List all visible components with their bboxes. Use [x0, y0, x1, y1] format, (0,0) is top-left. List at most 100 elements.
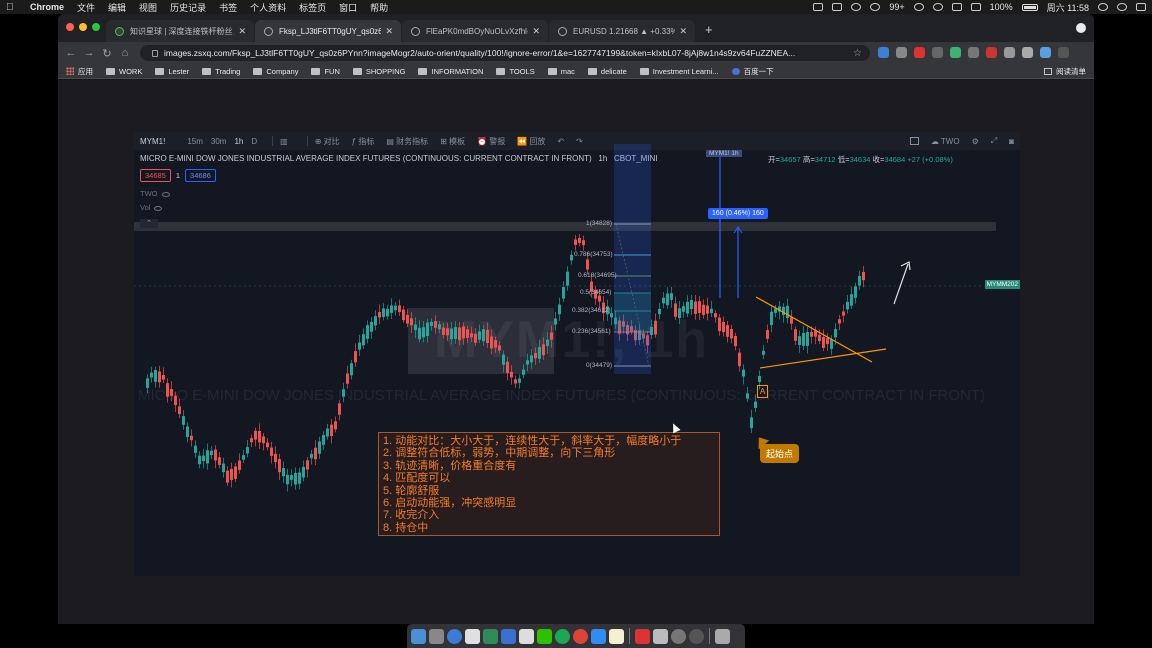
bookmark-folder-investment[interactable]: Investment Learni...: [639, 67, 719, 76]
menu-edit[interactable]: 编辑: [108, 2, 127, 13]
templates-button[interactable]: ⊞ 模板: [440, 136, 466, 146]
siri-icon[interactable]: [1117, 3, 1127, 11]
indicator-vol[interactable]: Vol: [140, 203, 163, 212]
wifi-icon[interactable]: [932, 3, 943, 11]
symbol-search[interactable]: MYM1!: [140, 136, 166, 146]
messages-icon[interactable]: [555, 628, 570, 644]
keynote-icon[interactable]: [501, 628, 516, 644]
extension-icon[interactable]: [932, 47, 943, 58]
menu-profile[interactable]: 个人资料: [250, 2, 287, 13]
calendar-icon[interactable]: [519, 628, 534, 644]
reading-list-button[interactable]: 阅读清单: [1044, 64, 1086, 79]
bookmark-folder-work[interactable]: WORK: [106, 67, 142, 76]
wechat-icon[interactable]: [537, 628, 552, 644]
menu-help[interactable]: 帮助: [370, 2, 389, 13]
app-icon[interactable]: [653, 628, 668, 644]
layout-name[interactable]: ☁ TWO: [930, 136, 960, 146]
indicators-button[interactable]: ƒ 指标: [351, 136, 375, 146]
timeframe-d[interactable]: D: [251, 136, 258, 146]
eye-icon[interactable]: [154, 205, 163, 211]
collapse-legend-chevron-icon[interactable]: ⌃: [140, 219, 158, 228]
spotlight-icon[interactable]: [1098, 3, 1108, 11]
translate-extension-icon[interactable]: [878, 47, 889, 58]
extension-icon[interactable]: [914, 47, 925, 58]
mail-icon[interactable]: [591, 628, 606, 644]
tab-search-icon[interactable]: [1076, 23, 1086, 33]
extension-icon[interactable]: [896, 47, 907, 58]
timeframe-30m[interactable]: 30m: [210, 136, 227, 146]
bookmark-folder-lester[interactable]: Lester: [155, 67, 189, 76]
order-quantity[interactable]: 1: [175, 171, 181, 180]
bookmark-folder-company[interactable]: Company: [253, 67, 298, 76]
display-icon[interactable]: [951, 3, 962, 11]
tab-close-icon[interactable]: ✕: [532, 25, 540, 36]
redo-icon[interactable]: ↷: [576, 136, 583, 146]
notes-icon[interactable]: [609, 628, 624, 644]
menu-tabs[interactable]: 标签页: [299, 2, 327, 13]
menu-window[interactable]: 窗口: [339, 2, 358, 13]
chart-type-candles-icon[interactable]: ▥: [280, 136, 288, 146]
timeframe-15m[interactable]: 15m: [187, 136, 203, 146]
eye-icon[interactable]: [161, 191, 170, 197]
tab-image-active[interactable]: Fksp_LJ3tlF6TT0gUY_qs0z6PYnn ✕: [255, 20, 401, 42]
menu-bookmarks[interactable]: 书签: [219, 2, 238, 13]
tab-zsxq[interactable]: 知识星球 | 深度连接铁杆粉丝，运营... ✕: [106, 20, 254, 42]
menu-app-name[interactable]: Chrome: [30, 2, 65, 12]
app-icon[interactable]: [689, 628, 704, 644]
close-window-button[interactable]: [66, 23, 74, 31]
finder-icon[interactable]: [411, 628, 426, 644]
bookmark-baidu[interactable]: 百度一下: [731, 66, 774, 77]
profile-icon[interactable]: [1040, 47, 1051, 58]
reload-icon[interactable]: ↻: [102, 47, 112, 60]
control-center-icon[interactable]: [1136, 3, 1146, 11]
numbers-icon[interactable]: [483, 628, 498, 644]
replay-button[interactable]: ⏪ 回放: [517, 136, 546, 146]
extension-icon[interactable]: [1004, 47, 1015, 58]
battery-icon[interactable]: [1021, 3, 1038, 11]
menu-view[interactable]: 视图: [139, 2, 158, 13]
bookmark-folder-information[interactable]: INFORMATION: [418, 67, 483, 76]
lock-icon[interactable]: [152, 49, 158, 57]
more-menu-icon[interactable]: [1058, 47, 1069, 58]
financials-button[interactable]: ▤ 财务指标: [386, 136, 429, 146]
notification-badge[interactable]: 99+: [889, 2, 905, 12]
extension-icon[interactable]: [986, 47, 997, 58]
bluetooth-icon[interactable]: [913, 3, 924, 11]
preview-icon[interactable]: [465, 628, 480, 644]
minimize-window-button[interactable]: [79, 23, 87, 31]
home-icon[interactable]: ⌂: [121, 47, 129, 59]
volume-icon[interactable]: [970, 3, 981, 11]
address-bar[interactable]: images.zsxq.com/Fksp_LJ3tlF6TT0gUY_qs0z6…: [140, 45, 870, 61]
screen-record-icon[interactable]: [813, 3, 824, 11]
tab-image-2[interactable]: FlEaPK0mdBOyNuOLvXzfhl-TbD... ✕: [402, 20, 548, 42]
fullscreen-icon[interactable]: ⤢: [990, 136, 998, 145]
bookmark-folder-delicate[interactable]: delicate: [587, 67, 627, 76]
menu-history[interactable]: 历史记录: [170, 2, 207, 13]
compare-button[interactable]: ⊕ 对比: [314, 136, 340, 146]
apple-icon[interactable]: : [6, 2, 20, 13]
candlestick-chart[interactable]: [134, 132, 1020, 576]
bookmark-folder-shopping[interactable]: SHOPPING: [352, 67, 405, 76]
app-icon[interactable]: [671, 628, 686, 644]
alert-button[interactable]: ⏰ 警报: [477, 136, 506, 146]
sync-icon[interactable]: [870, 3, 881, 11]
buy-price-button[interactable]: 34686: [185, 169, 216, 182]
undo-icon[interactable]: ↶: [557, 136, 565, 146]
bookmark-folder-fun[interactable]: FUN: [311, 67, 340, 76]
trash-icon[interactable]: [715, 628, 730, 644]
tab-eurusd[interactable]: EURUSD 1.21668 ▲ +0.33% Z... ✕: [549, 20, 695, 42]
bookmark-star-icon[interactable]: ☆: [853, 47, 862, 59]
tab-close-icon[interactable]: ✕: [385, 25, 393, 36]
app-icon[interactable]: [635, 628, 650, 644]
bookmark-folder-mac[interactable]: mac: [547, 67, 575, 76]
indicator-two[interactable]: TWO: [140, 189, 170, 198]
bookmark-folder-trading[interactable]: Trading: [202, 67, 240, 76]
snapshot-camera-icon[interactable]: ◙: [1009, 136, 1014, 146]
bookmark-apps[interactable]: 应用: [66, 66, 93, 77]
launchpad-icon[interactable]: [429, 628, 444, 644]
menu-file[interactable]: 文件: [77, 2, 96, 13]
clock[interactable]: 周六 11:58: [1046, 2, 1089, 13]
bookmark-folder-tools[interactable]: TOOLS: [496, 67, 535, 76]
settings-gear-icon[interactable]: ⚙: [971, 136, 979, 146]
new-tab-plus-icon[interactable]: +: [705, 22, 713, 37]
